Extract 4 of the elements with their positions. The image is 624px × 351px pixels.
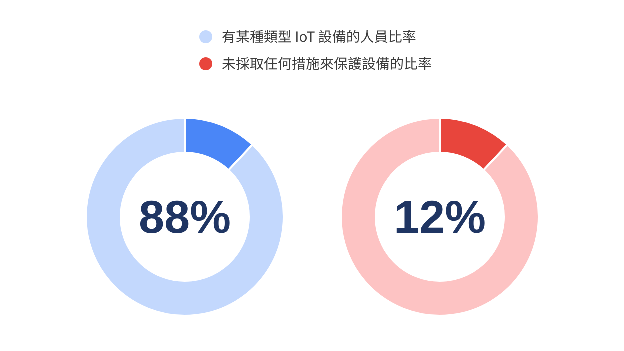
text: 12% (394, 191, 486, 243)
legend-item: 有某種類型 IoT 設備的人員比率 (200, 27, 416, 47)
text: 88% (138, 191, 232, 243)
legend-item: 未採取任何措施來保護設備的比率 (200, 54, 432, 74)
